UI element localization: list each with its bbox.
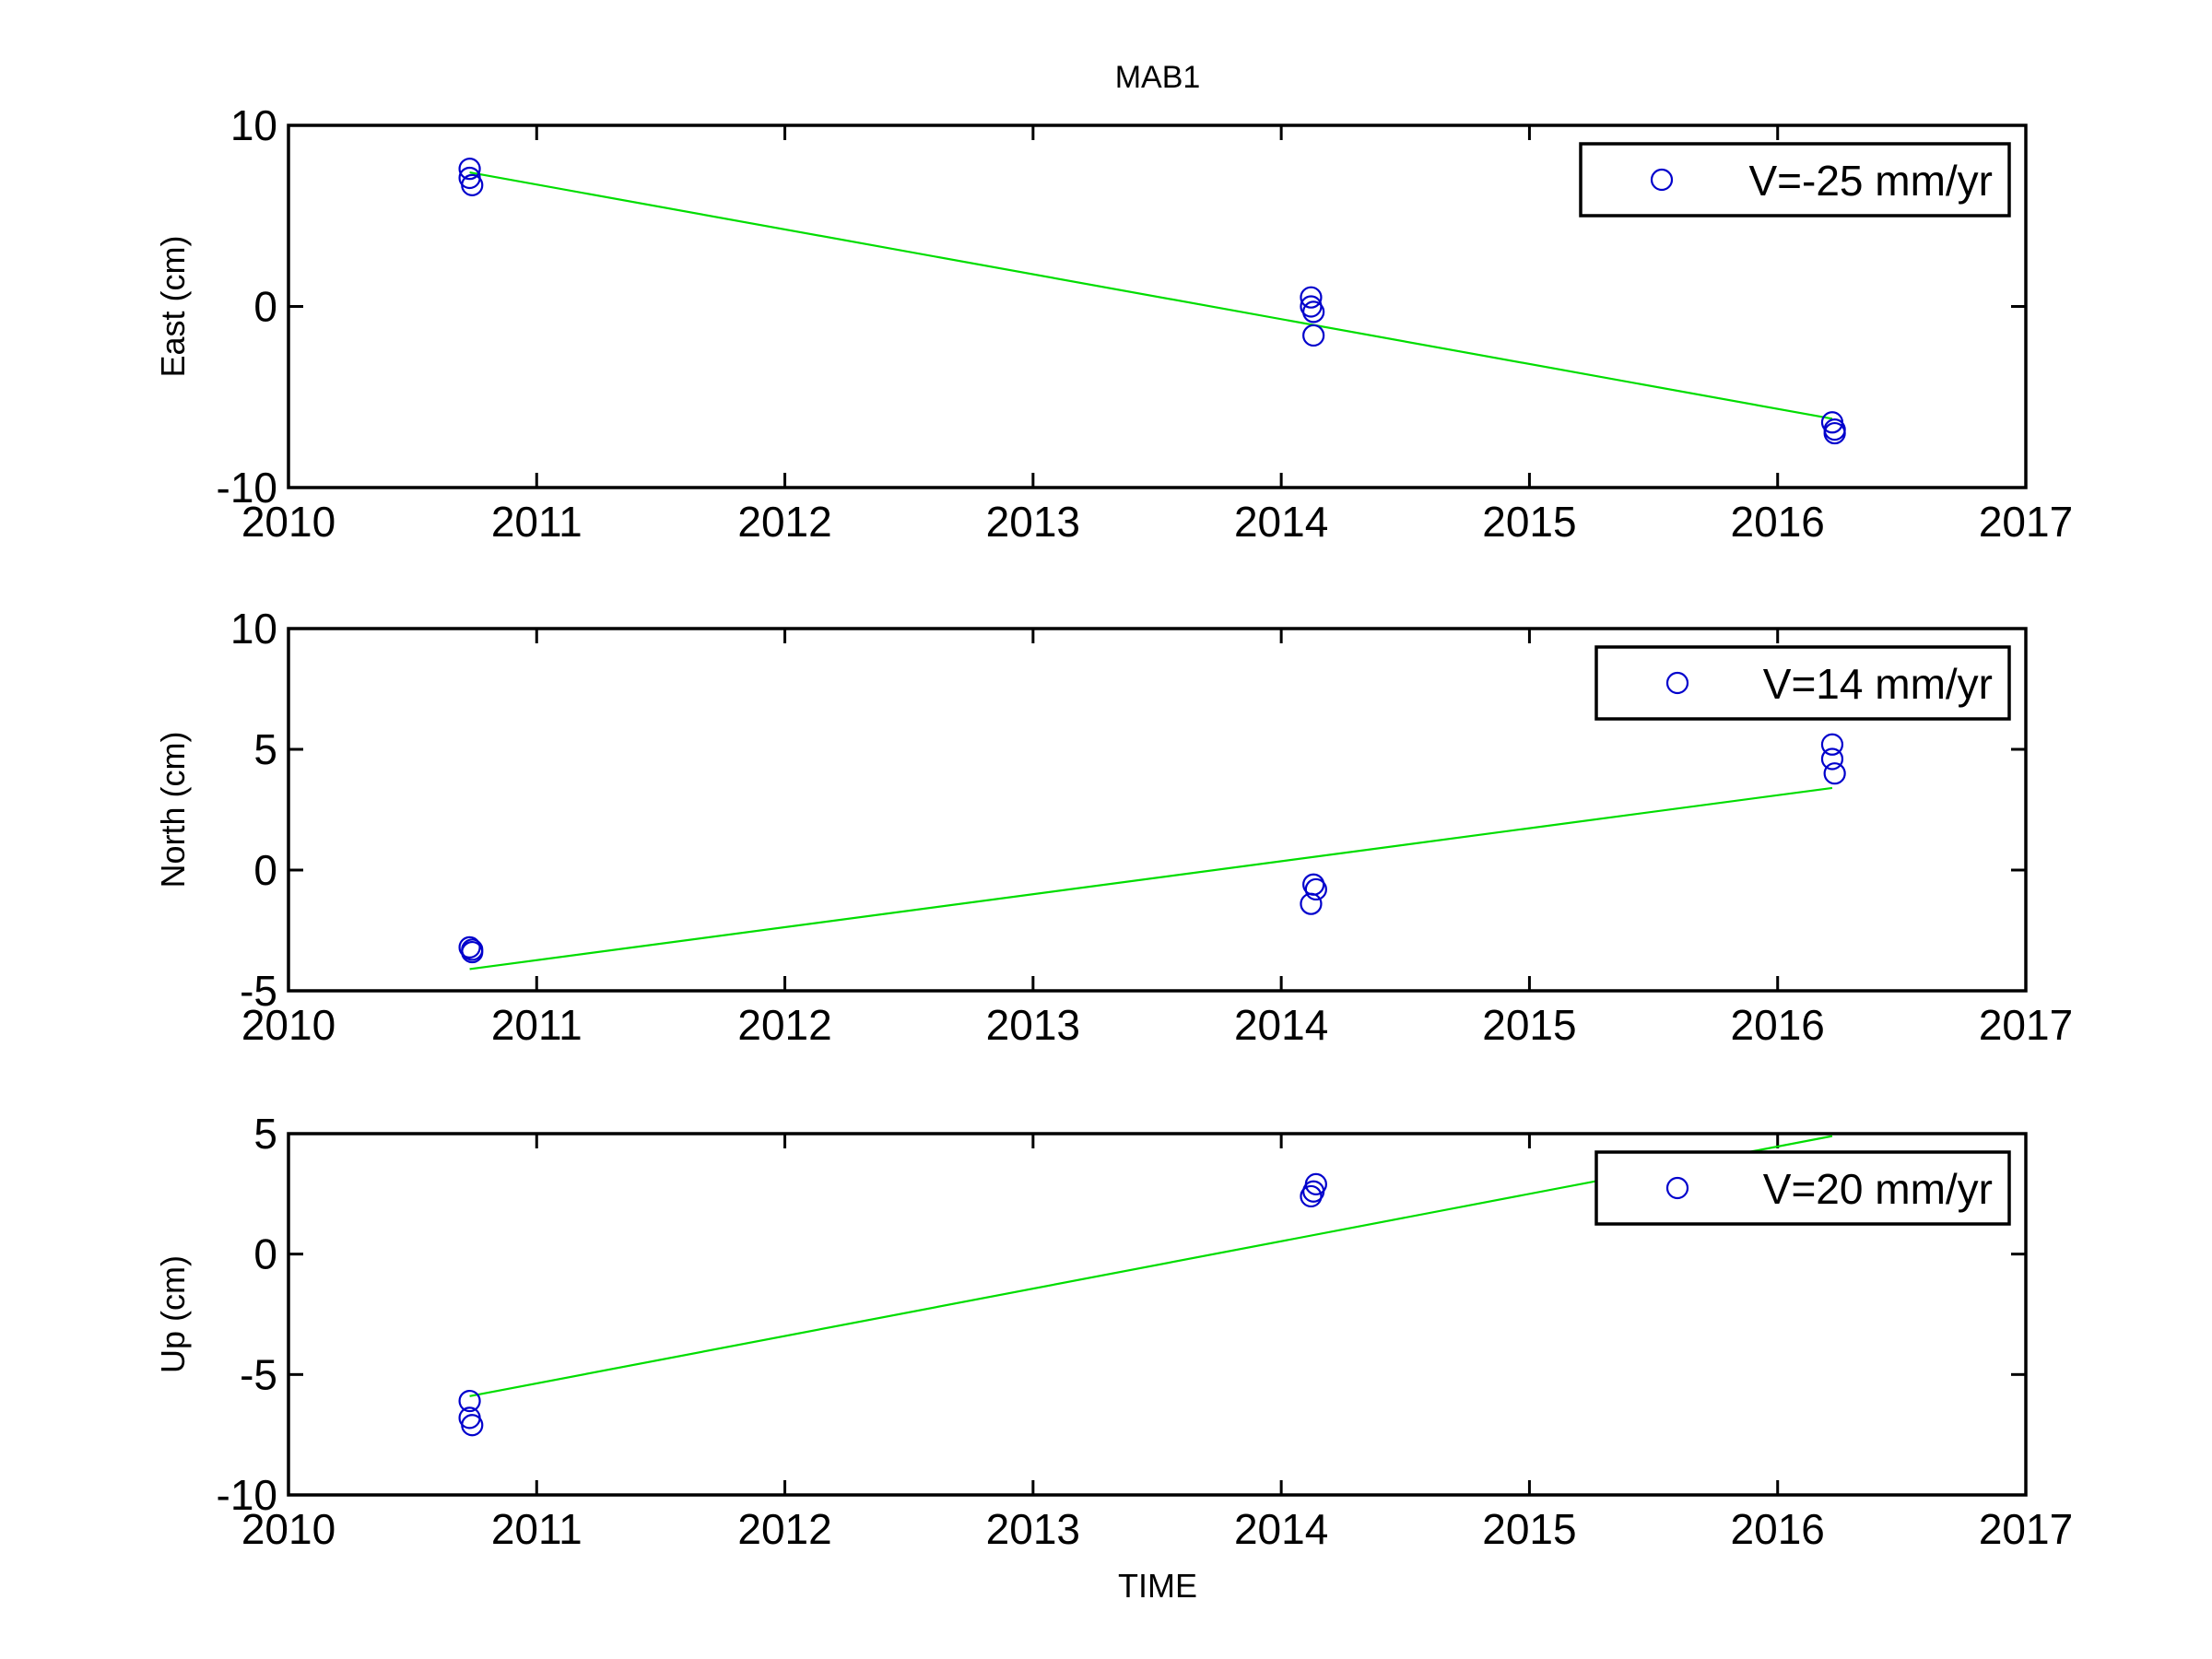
x-tick-label: 2011 xyxy=(491,498,582,546)
x-tick-label: 2017 xyxy=(1979,1505,2073,1553)
subplot-1: 2010 2011 2012 2013 2014 2015 2016 2017 -10 0 10 Ea… xyxy=(154,101,2073,546)
x-tick-label: 2012 xyxy=(737,1001,831,1049)
legend-label: V=14 mm/yr xyxy=(1763,660,1993,708)
series-group xyxy=(458,733,1846,971)
x-tick-label: 2010 xyxy=(241,1505,335,1553)
data-point xyxy=(1302,300,1325,324)
y-tick-label: -5 xyxy=(240,967,277,1015)
y-tick-label: 0 xyxy=(253,283,277,331)
y-tick-label: 5 xyxy=(253,725,277,773)
legend-label: V=-25 mm/yr xyxy=(1748,157,1993,205)
data-point xyxy=(1820,747,1844,771)
subplots: 2010 2011 2012 2013 2014 2015 2016 2017 -10 0 10 Ea… xyxy=(154,101,2073,1553)
x-tick-label: 2014 xyxy=(1234,1001,1328,1049)
data-point xyxy=(1300,286,1323,309)
y-axis-label: Up (cm) xyxy=(154,1255,192,1373)
x-tick-label: 2012 xyxy=(737,1505,831,1553)
x-tick-label: 2013 xyxy=(986,1505,1080,1553)
trend-line xyxy=(469,786,1833,971)
trend-line xyxy=(469,171,1833,420)
y-tick-label: 0 xyxy=(253,1230,277,1278)
legend: V=14 mm/yr xyxy=(1594,645,2011,721)
legend-box xyxy=(1594,645,2011,721)
series-group xyxy=(458,158,1846,445)
legend-marker xyxy=(1665,671,1689,695)
x-tick-label: 2016 xyxy=(1731,1001,1825,1049)
data-point xyxy=(1823,762,1846,785)
legend-marker xyxy=(1665,1176,1689,1200)
data-point xyxy=(461,173,484,196)
subplot-2: 2010 2011 2012 2013 2014 2015 2016 2017 -5 0 5 10 No… xyxy=(154,605,2073,1049)
x-tick-label: 2012 xyxy=(737,498,831,546)
y-axis-label: North (cm) xyxy=(154,732,192,888)
x-tick-label: 2010 xyxy=(241,498,335,546)
legend: V=20 mm/yr xyxy=(1594,1150,2011,1226)
y-axis-label: East (cm) xyxy=(154,235,192,377)
x-tick-label: 2014 xyxy=(1234,1505,1328,1553)
y-tick-label: 0 xyxy=(253,846,277,894)
data-point xyxy=(1820,733,1844,756)
legend-marker xyxy=(1650,168,1674,192)
data-point xyxy=(458,935,481,959)
y-tick-label: -10 xyxy=(217,1471,277,1519)
x-tick-label: 2014 xyxy=(1234,498,1328,546)
x-tick-label: 2016 xyxy=(1731,498,1825,546)
x-tick-label: 2011 xyxy=(491,1001,582,1049)
data-point xyxy=(458,158,481,181)
legend-label: V=20 mm/yr xyxy=(1763,1165,1993,1213)
y-tick-label: -5 xyxy=(240,1350,277,1398)
x-tick-label: 2016 xyxy=(1731,1505,1825,1553)
figure-title: MAB1 xyxy=(1115,60,1201,95)
x-tick-label: 2017 xyxy=(1979,498,2073,546)
data-point xyxy=(1300,892,1323,915)
data-point xyxy=(1302,324,1325,347)
x-axis-label: TIME xyxy=(1118,1567,1197,1605)
x-tick-label: 2015 xyxy=(1482,1505,1576,1553)
data-point xyxy=(1823,421,1846,445)
data-point xyxy=(461,1414,484,1437)
x-tick-label: 2010 xyxy=(241,1001,335,1049)
data-point xyxy=(1304,877,1327,901)
y-tick-label: 10 xyxy=(230,605,277,653)
subplot-3: 2010 2011 2012 2013 2014 2015 2016 2017 -10 -5 0 5 U… xyxy=(154,1110,2073,1553)
x-tick-label: 2013 xyxy=(986,498,1080,546)
y-tick-label: 10 xyxy=(230,101,277,149)
y-tick-label: 5 xyxy=(253,1110,277,1158)
data-point xyxy=(1302,1180,1325,1203)
data-point xyxy=(461,940,484,964)
x-tick-label: 2015 xyxy=(1482,498,1576,546)
y-tick-label: -10 xyxy=(217,464,277,512)
legend-box xyxy=(1594,1150,2011,1226)
x-tick-label: 2015 xyxy=(1482,1001,1576,1049)
data-point xyxy=(458,1389,481,1413)
x-tick-label: 2013 xyxy=(986,1001,1080,1049)
legend: V=-25 mm/yr xyxy=(1579,142,2011,218)
x-tick-label: 2011 xyxy=(491,1505,582,1553)
legend-box xyxy=(1579,142,2011,218)
data-point xyxy=(1300,1184,1323,1208)
x-tick-label: 2017 xyxy=(1979,1001,2073,1049)
